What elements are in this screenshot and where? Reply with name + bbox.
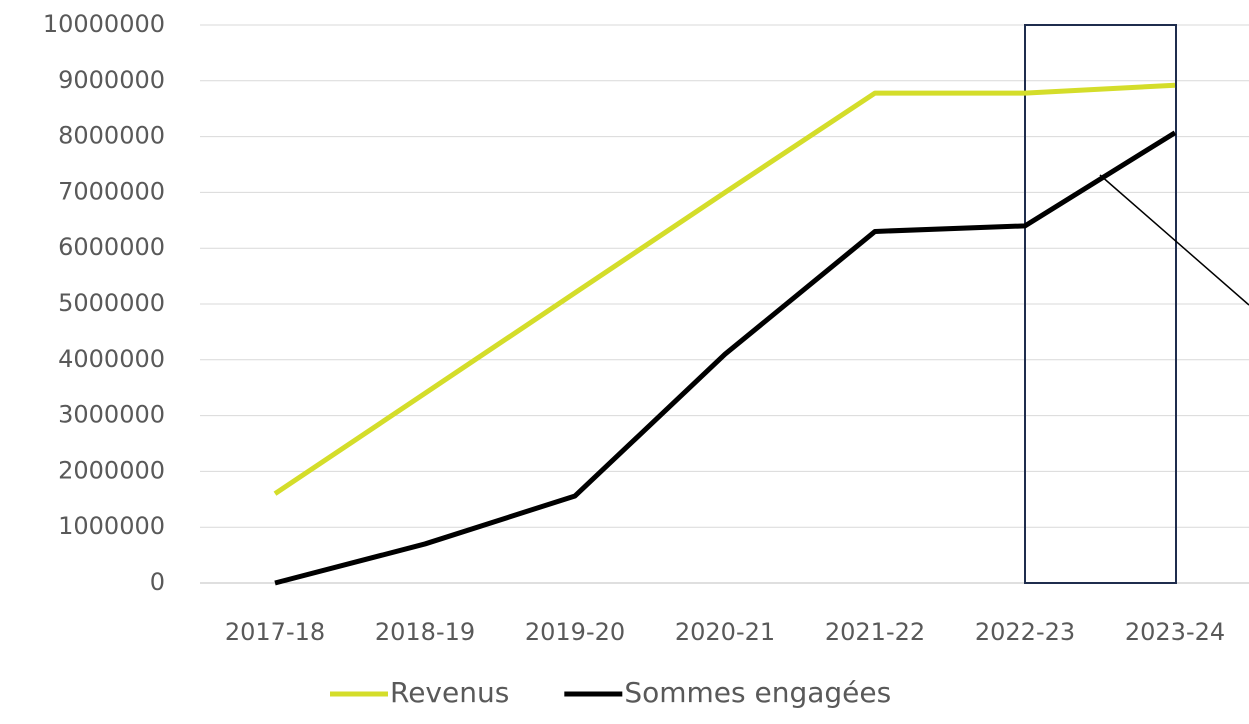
y-tick-label: 9000000	[58, 66, 165, 94]
line-series	[274, 130, 1177, 586]
y-tick-label: 8000000	[58, 122, 165, 150]
y-tick-label: 10000000	[43, 10, 165, 38]
y-tick-label: 4000000	[58, 345, 165, 373]
y-tick-label: 7000000	[58, 177, 165, 205]
line-series	[273, 82, 1176, 496]
x-tick-label: 2018-19	[375, 618, 475, 646]
y-tick-label: 5000000	[58, 289, 165, 317]
y-tick-label: 1000000	[58, 512, 165, 540]
legend-label: Revenus	[390, 676, 509, 709]
y-tick-label: 0	[150, 568, 165, 596]
y-tick-label: 6000000	[58, 233, 165, 261]
callout-line	[1099, 174, 1249, 306]
x-tick-label: 2022-23	[975, 618, 1075, 646]
y-tick-label: 3000000	[58, 401, 165, 429]
legend-label: Sommes engagées	[624, 676, 891, 709]
x-tick-label: 2017-18	[225, 618, 325, 646]
x-tick-label: 2020-21	[675, 618, 775, 646]
y-tick-label: 2000000	[58, 456, 165, 484]
x-tick-label: 2023-24	[1125, 618, 1225, 646]
highlight-box	[1024, 24, 1177, 584]
x-tick-label: 2021-22	[825, 618, 925, 646]
x-tick-label: 2019-20	[525, 618, 625, 646]
